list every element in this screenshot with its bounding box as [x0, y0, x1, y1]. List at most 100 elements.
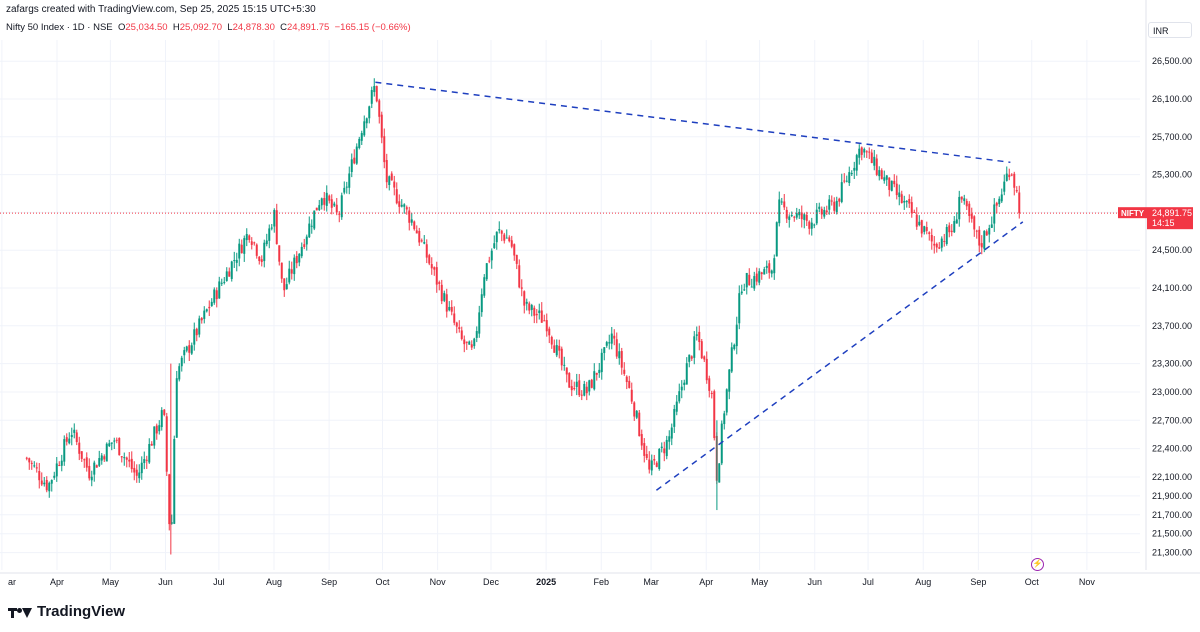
candle-up	[483, 277, 486, 296]
candle-down	[548, 328, 551, 336]
x-tick-label: Mar	[643, 577, 659, 587]
candle-down	[558, 345, 561, 351]
candle-up	[963, 198, 966, 202]
candle-up	[448, 306, 451, 311]
candle-down	[888, 177, 891, 190]
candle-down	[645, 454, 648, 458]
candle-down	[1008, 174, 1011, 178]
candle-up	[48, 482, 51, 492]
candle-up	[193, 329, 196, 345]
candle-down	[768, 263, 771, 273]
candle-down	[540, 310, 543, 323]
candle-down	[103, 456, 106, 460]
candle-down	[900, 194, 903, 203]
candle-down	[188, 345, 191, 353]
candle-down	[703, 356, 706, 360]
candle-up	[955, 219, 958, 224]
candle-up	[355, 146, 358, 164]
candle-up	[993, 204, 996, 224]
candle-up	[673, 408, 676, 427]
candle-down	[808, 221, 811, 229]
candle-up	[983, 230, 986, 249]
candle-up	[68, 438, 71, 444]
candle-down	[335, 204, 338, 213]
candle-down	[960, 196, 963, 200]
candle-down	[420, 240, 423, 242]
candle-up	[308, 223, 311, 238]
candle-down	[875, 158, 878, 175]
tradingview-logo-icon	[8, 605, 32, 619]
high-label: H	[172, 22, 180, 33]
x-tick-label: May	[751, 577, 769, 587]
currency-button[interactable]: INR	[1148, 22, 1192, 38]
candle-up	[198, 318, 201, 335]
candle-up	[263, 242, 266, 262]
candle-up	[205, 309, 208, 312]
candle-up	[658, 448, 661, 469]
candle-up	[218, 281, 221, 299]
candle-up	[495, 231, 498, 243]
candle-down	[698, 331, 701, 343]
candle-down	[290, 269, 293, 274]
lightning-icon[interactable]: ⚡	[1031, 558, 1044, 571]
candle-up	[618, 351, 621, 359]
candle-down	[418, 230, 421, 243]
x-tick-label: Aug	[915, 577, 931, 587]
symbol-name[interactable]: Nifty 50 Index · 1D · NSE	[6, 22, 113, 33]
candle-up	[233, 260, 236, 262]
candle-up	[758, 271, 761, 283]
candle-down	[653, 458, 656, 461]
candle-up	[790, 215, 793, 217]
candle-up	[225, 271, 228, 281]
y-tick-label: 23,300.00	[1152, 359, 1192, 369]
candle-down	[450, 306, 453, 312]
candle-up	[668, 436, 671, 442]
candle-down	[950, 230, 953, 233]
x-tick-label: Jul	[862, 577, 874, 587]
candle-up	[185, 346, 188, 351]
candle-up	[490, 250, 493, 261]
candle-down	[28, 458, 31, 463]
candle-up	[475, 331, 478, 338]
candle-down	[973, 216, 976, 230]
candle-up	[235, 259, 238, 263]
change-value: −165.15 (−0.66%)	[334, 22, 411, 33]
candle-up	[588, 380, 591, 392]
candle-up	[158, 425, 161, 432]
candle-up	[555, 345, 558, 356]
candle-down	[943, 240, 946, 242]
close-value: 24,891.75	[287, 22, 330, 33]
candle-down	[208, 306, 211, 309]
candle-up	[733, 344, 736, 349]
y-tick-label: 23,000.00	[1152, 387, 1192, 397]
last-price-label: 24,891.75	[1152, 208, 1192, 218]
candle-down	[820, 208, 823, 215]
candle-up	[345, 186, 348, 188]
y-tick-label: 25,300.00	[1152, 170, 1192, 180]
candle-up	[840, 182, 843, 202]
candle-up	[650, 460, 653, 471]
candle-down	[35, 467, 38, 469]
candle-down	[830, 200, 833, 202]
x-tick-label: 2025	[536, 577, 556, 587]
candle-down	[380, 114, 383, 138]
candle-up	[340, 195, 343, 218]
candle-down	[708, 378, 711, 391]
candle-up	[473, 338, 476, 347]
y-tick-label: 21,300.00	[1152, 548, 1192, 558]
candle-up	[1000, 194, 1003, 202]
candle-down	[585, 386, 588, 394]
candle-down	[638, 412, 641, 437]
candle-down	[755, 273, 758, 282]
candle-down	[595, 372, 598, 375]
candle-down	[508, 237, 511, 242]
candle-up	[903, 200, 906, 203]
candle-up	[140, 462, 143, 474]
candle-down	[390, 173, 393, 181]
candle-down	[985, 231, 988, 236]
candle-down	[455, 322, 458, 327]
x-tick-label: May	[102, 577, 120, 587]
ticker-tag-bg	[1118, 207, 1147, 219]
candle-down	[430, 264, 433, 269]
